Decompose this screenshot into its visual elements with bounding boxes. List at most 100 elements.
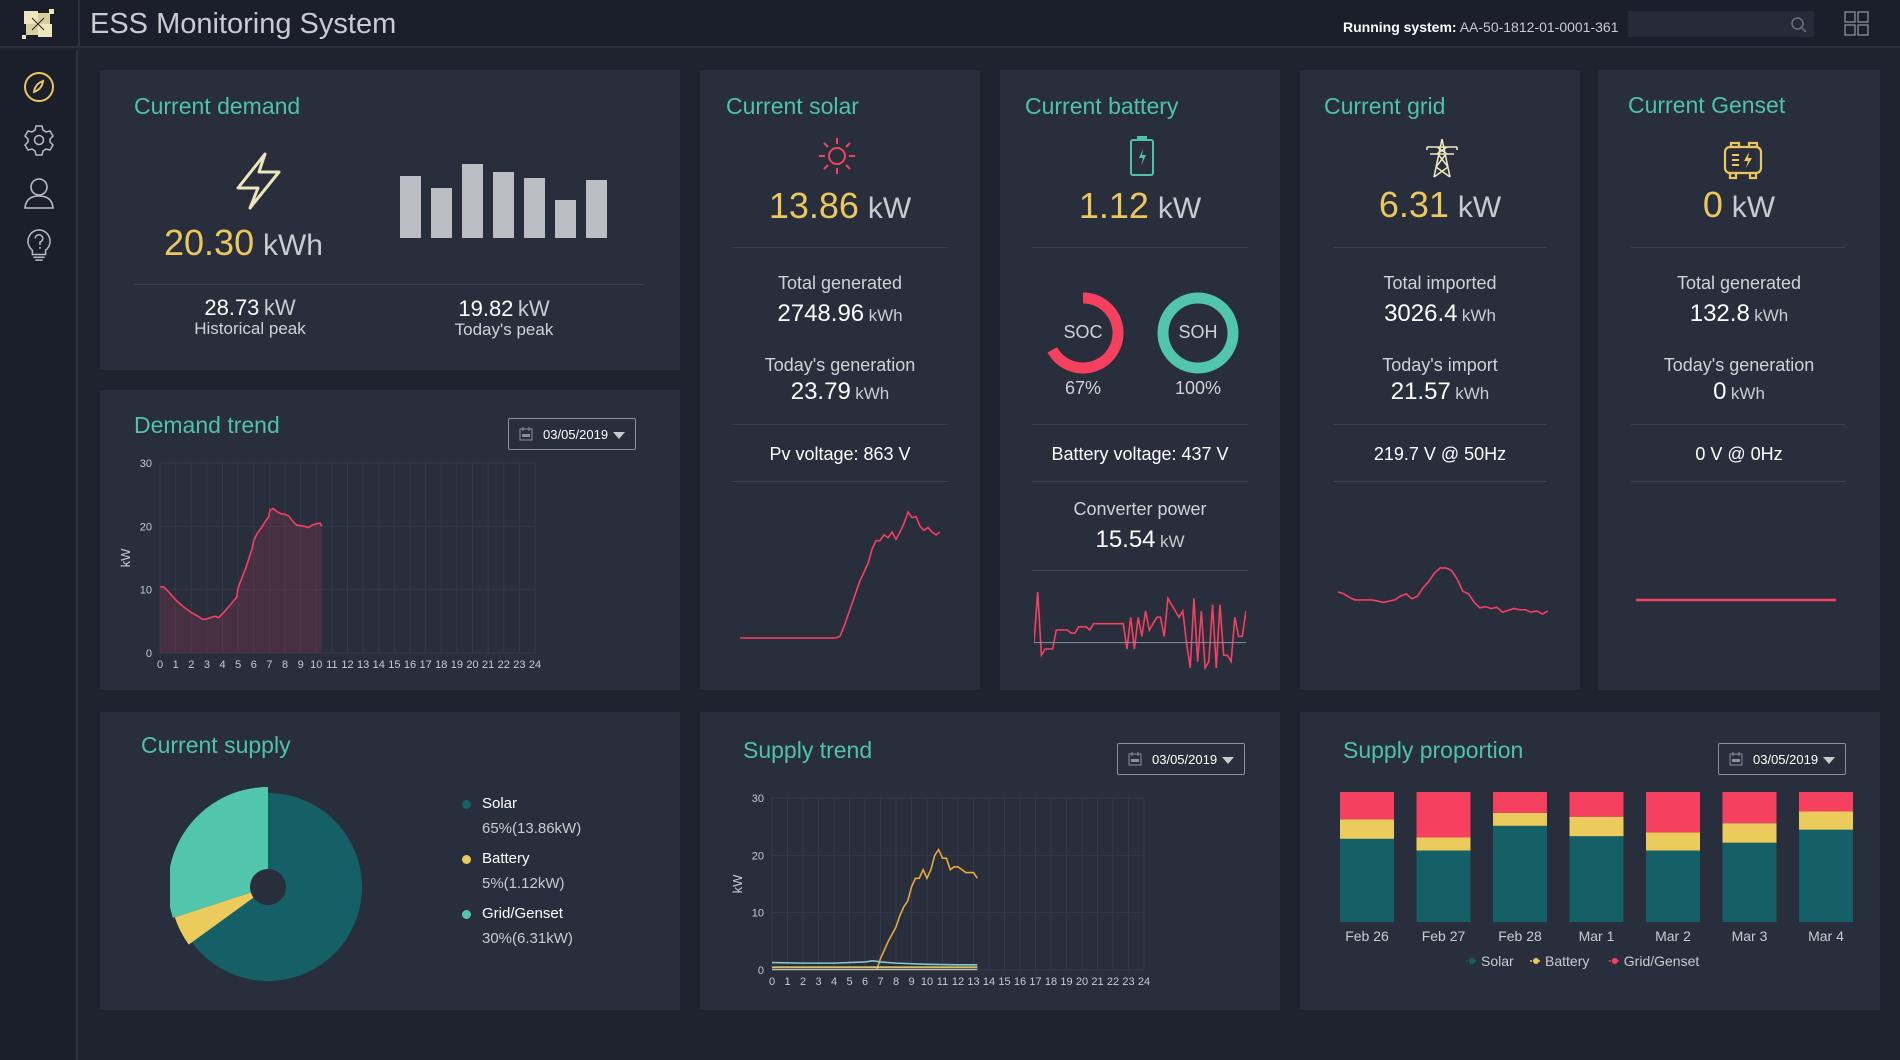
header-bar: ESS Monitoring System Running system: AA… [0,0,1900,48]
demand-trend-date-picker[interactable]: 03/05/2019 [508,418,636,450]
current-battery-panel: Current battery 1.12 kW SOC 67% SOH 100%… [1000,70,1280,690]
y-tick-label: 0 [758,965,764,977]
app-logo-icon [22,9,54,39]
chevron-down-icon [1823,757,1835,764]
solar-sparkline [740,510,940,639]
divider [1333,424,1547,425]
mini-bar [586,180,607,238]
soc-value: 67% [1064,378,1102,398]
y-tick-label: 20 [140,521,152,533]
todays-peak-unit: kW [517,296,550,321]
divider [1631,247,1845,248]
total-generated: 2748.96 kWh [700,300,980,328]
pie-slice-grid-genset [170,787,268,918]
x-tick-label: 18 [435,659,447,671]
x-tick-label: 24 [1138,976,1150,988]
x-tick-label: 23 [1122,976,1134,988]
legend-detail: 30%(6.31kW) [482,930,573,947]
supply-trend-date-picker[interactable]: 03/05/2019 [1117,743,1245,775]
running-system-value: AA-50-1812-01-0001-361 [1459,19,1619,35]
x-tick-label: 13 [967,976,979,988]
todays-import-value: 21.57 [1390,378,1451,405]
current-genset-panel: Current Genset 0 kW Total generated 132.… [1598,70,1880,690]
total-imported-label: Total imported [1383,273,1497,293]
panel-title: Current demand [134,93,301,119]
running-system: Running system: AA-50-1812-01-0001-361 [1343,19,1618,35]
legend-label: Grid/Genset [482,905,563,922]
y-tick-label: 10 [140,585,152,597]
demand-trend-panel: Demand trend 03/05/2019 0 1 2 3 4 5 6 7 8 9 10 11 12… [100,390,680,690]
search-input[interactable] [1628,11,1814,37]
date-text: 03/05/2019 [543,427,609,442]
genset-value-row: 0 kW [1598,184,1880,226]
current-supply-pie [170,787,362,981]
supply-proportion-date-picker[interactable]: 03/05/2019 [1718,743,1846,775]
gauge-arc [1047,292,1124,374]
bar-segment-grid-genset [1340,792,1394,820]
current-grid-panel: Current grid 6.31 kW Total imported 3026… [1300,70,1580,690]
header-divider [78,0,80,48]
legend-detail: 5%(1.12kW) [482,875,565,892]
supply-proportion-panel: Supply proportion 03/05/2019 Feb 26 Feb 2… [1300,712,1880,1010]
pie-legend: Solar 65%(13.86kW) Battery 5%(1.12kW) Grid/G… [462,795,662,975]
x-tick-label: 17 [420,659,432,671]
total-generated: 132.8 kWh [1598,300,1880,328]
legend-dot [462,910,471,919]
calendar-icon [1128,752,1142,766]
todays-peak: 19.82 kW Today's peak [424,296,584,340]
sparkline-path [740,510,940,639]
x-tick-label: 16 [1014,976,1026,988]
search-icon[interactable] [1790,16,1808,34]
legend-label: Solar [1481,953,1514,969]
genset-voltage: 0 V @ 0Hz [1695,444,1783,464]
x-tick-label: 20 [1076,976,1088,988]
solar-value-row: 13.86 kW [700,185,980,227]
pie-slice-battery [174,892,254,945]
x-tick-label: 19 [451,659,463,671]
help-lightbulb-icon[interactable] [22,228,56,262]
divider [732,247,948,248]
y-tick-label: 10 [752,908,764,920]
calendar-icon [1729,752,1743,766]
todays-import: 21.57 kWh [1300,378,1580,406]
total-imported: 3026.4 kWh [1300,300,1580,328]
y-tick-label: 0 [146,648,152,660]
x-tick-label: 21 [482,659,494,671]
grid-layout-icon[interactable] [1844,11,1870,37]
soh-label: SOH [1178,322,1218,342]
todays-generation-label: Today's generation [1663,355,1815,375]
divider [732,481,948,482]
divider [1333,247,1547,248]
bar-segment-solar [1722,842,1777,922]
x-tick-label: 15 [998,976,1010,988]
grid-value: 6.31 [1378,184,1449,225]
battery-icon [1130,136,1154,176]
x-tick-label: 6 [862,976,868,988]
soc-label: SOC [1063,322,1103,342]
y-tick-label: 30 [140,458,152,470]
battery-value: 1.12 [1078,185,1149,226]
x-tick-label: 21 [1091,976,1103,988]
bar-segment-battery [1416,837,1471,851]
panel-title: Current battery [1025,93,1179,119]
mini-bar-chart [400,158,607,238]
x-tick-label: 23 [513,659,525,671]
x-tick-label: Mar 4 [1808,928,1844,944]
user-icon[interactable] [22,176,56,210]
gear-icon[interactable] [22,123,56,157]
compass-icon[interactable] [22,70,56,104]
mini-bar [555,200,576,238]
legend-detail: 65%(13.86kW) [482,820,582,837]
todays-peak-label: Today's peak [454,320,554,339]
todays-generation-value: 23.79 [790,378,851,405]
historical-peak-label: Historical peak [194,319,306,338]
bar-segment-solar [1569,836,1624,922]
todays-peak-value: 19.82 [458,296,514,321]
divider [1032,570,1248,571]
panel-title: Current supply [141,732,291,758]
legend-dot [462,855,471,864]
x-tick-label: 2 [800,976,806,988]
battery-value-row: 1.12 kW [1000,185,1280,227]
divider [1032,481,1248,482]
x-tick-label: 7 [877,976,883,988]
